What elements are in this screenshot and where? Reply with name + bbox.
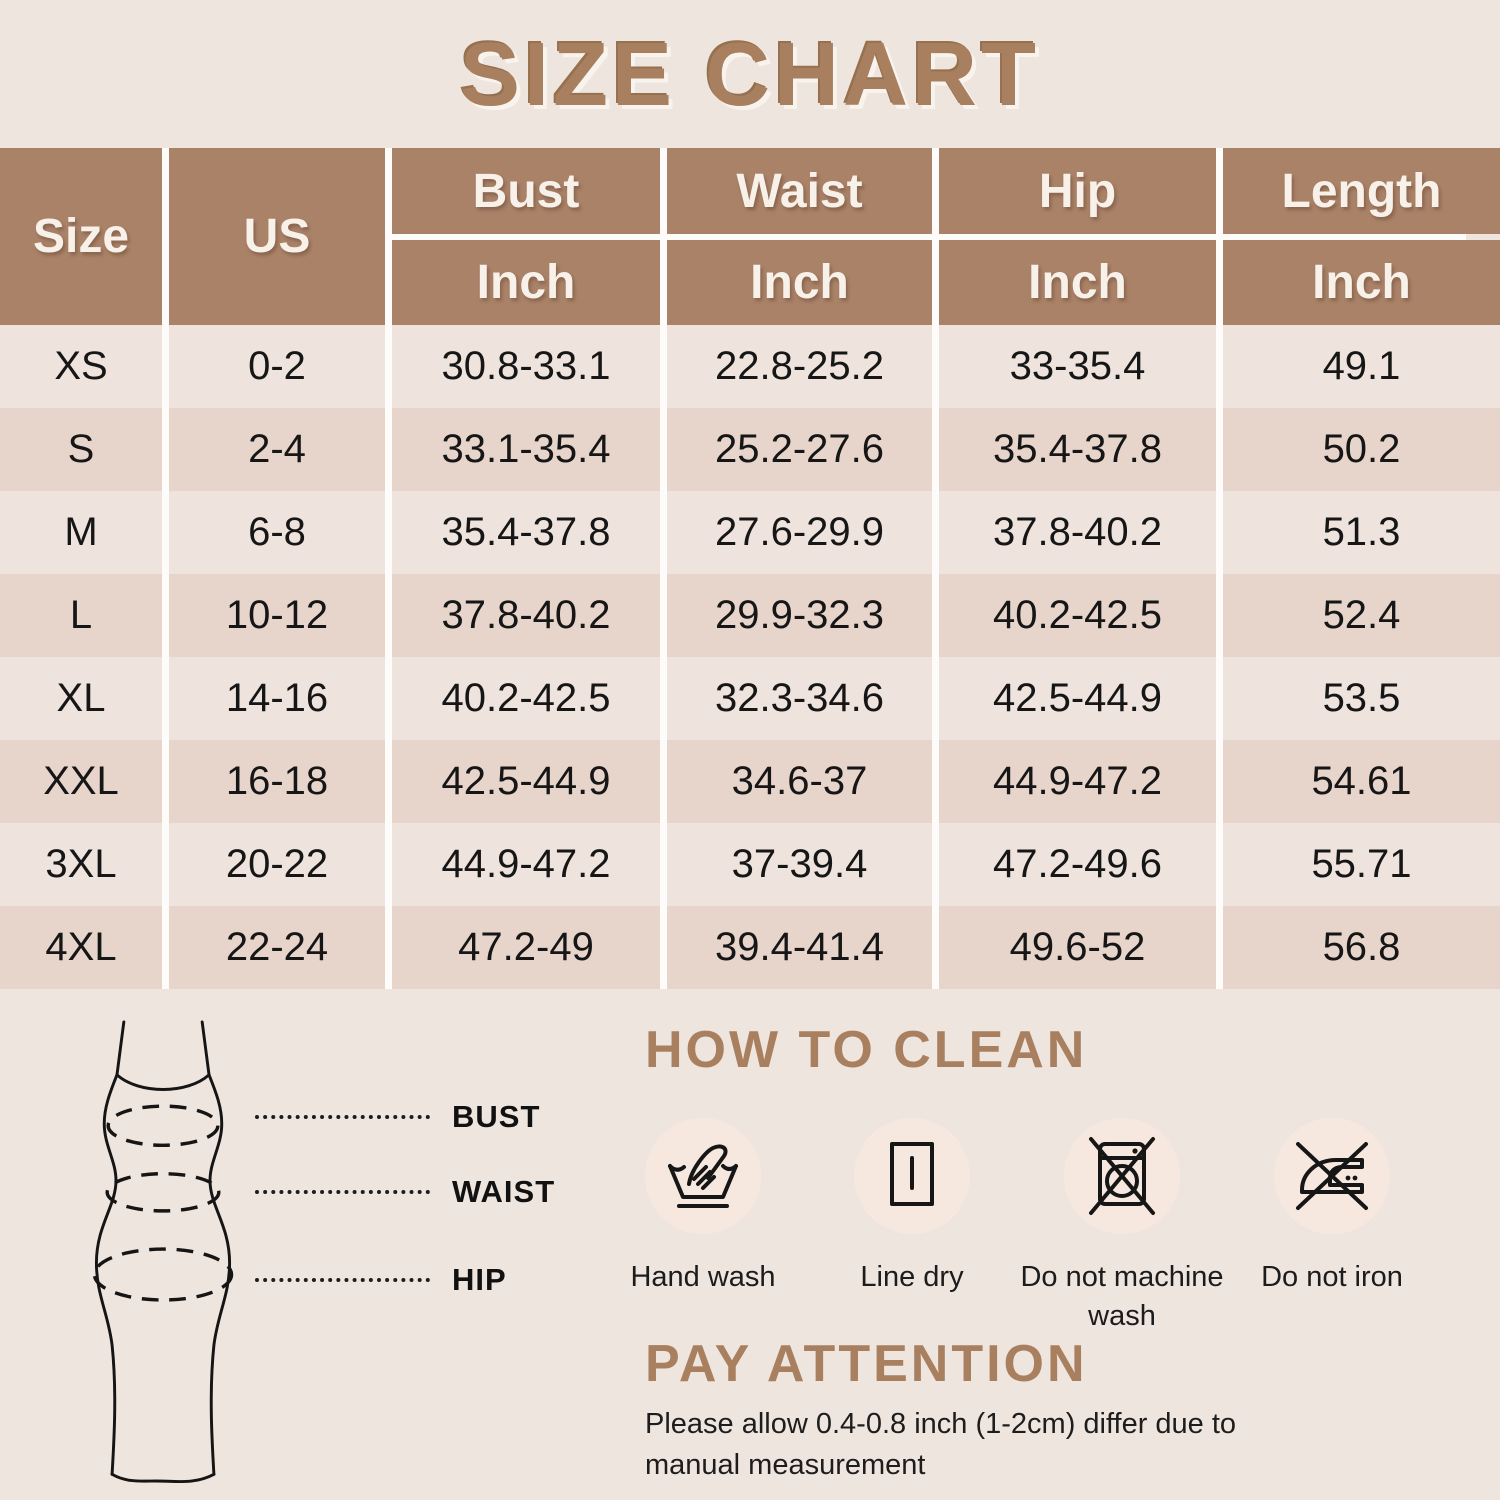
line-dry-icon (890, 1142, 934, 1206)
cell-length: 55.71 (1223, 823, 1500, 906)
cell-bust: 35.4-37.8 (392, 491, 660, 574)
icon-circle (1274, 1118, 1390, 1234)
care-item-do-not-machine-wash: Do not machine wash (1017, 1118, 1227, 1336)
cell-size: XS (0, 325, 162, 408)
header-us: US (169, 148, 385, 325)
care-label: Line dry (860, 1261, 964, 1293)
cell-waist: 32.3-34.6 (667, 657, 932, 740)
cell-length: 50.2 (1223, 408, 1500, 491)
pay-attention-note: Please allow 0.4-0.8 inch (1-2cm) differ… (645, 1408, 1237, 1482)
dotted-leader-line (255, 1190, 430, 1194)
pay-attention-heading: PAY ATTENTION (645, 1335, 1088, 1393)
cell-bust: 30.8-33.1 (392, 325, 660, 408)
cell-size: XL (0, 657, 162, 740)
bust-measure-callout: BUST (255, 1095, 540, 1139)
cell-size: XXL (0, 740, 162, 823)
cell-size: L (0, 574, 162, 657)
header-waist-unit: Inch (667, 240, 932, 325)
header-waist: Waist (667, 148, 932, 234)
hand-wash-icon (668, 1144, 738, 1208)
cell-waist: 39.4-41.4 (667, 906, 932, 989)
cell-hip: 33-35.4 (939, 325, 1216, 408)
cell-waist: 27.6-29.9 (667, 491, 932, 574)
cell-size: S (0, 408, 162, 491)
cell-waist: 37-39.4 (667, 823, 932, 906)
cell-hip: 49.6-52 (939, 906, 1216, 989)
cell-size: 3XL (0, 823, 162, 906)
cell-hip: 42.5-44.9 (939, 657, 1216, 740)
cell-length: 53.5 (1223, 657, 1500, 740)
cell-length: 49.1 (1223, 325, 1500, 408)
cell-bust: 47.2-49 (392, 906, 660, 989)
cell-length: 56.8 (1223, 906, 1500, 989)
dotted-leader-line (255, 1115, 430, 1119)
dress-outline-illustration (92, 1020, 234, 1484)
cell-size: 4XL (0, 906, 162, 989)
care-label: Do not iron (1261, 1261, 1403, 1293)
icon-circle (1064, 1118, 1180, 1234)
cell-waist: 22.8-25.2 (667, 325, 932, 408)
cell-hip: 47.2-49.6 (939, 823, 1216, 906)
cell-bust: 33.1-35.4 (392, 408, 660, 491)
header-size: Size (0, 148, 162, 325)
page-title: SIZE CHART (460, 25, 1040, 125)
care-item-do-not-iron: Do not iron (1227, 1118, 1437, 1297)
cell-bust: 44.9-47.2 (392, 823, 660, 906)
waist-measure-callout: WAIST (255, 1170, 555, 1214)
cell-hip: 35.4-37.8 (939, 408, 1216, 491)
do-not-iron-icon (1296, 1142, 1368, 1210)
cell-bust: 40.2-42.5 (392, 657, 660, 740)
waist-label: WAIST (452, 1174, 556, 1209)
header-bust-unit: Inch (392, 240, 660, 325)
care-item-hand-wash: Hand wash (598, 1118, 808, 1297)
cell-us: 20-22 (169, 823, 385, 906)
cell-length: 51.3 (1223, 491, 1500, 574)
cell-waist: 29.9-32.3 (667, 574, 932, 657)
header-bust: Bust (392, 148, 660, 234)
cell-hip: 40.2-42.5 (939, 574, 1216, 657)
cell-us: 2-4 (169, 408, 385, 491)
cell-length: 54.61 (1223, 740, 1500, 823)
cell-us: 14-16 (169, 657, 385, 740)
do-not-machine-wash-icon (1089, 1137, 1155, 1215)
cell-us: 22-24 (169, 906, 385, 989)
size-table-body: XS 0-2 30.8-33.1 22.8-25.2 33-35.4 49.1 … (0, 325, 1500, 989)
header-length-unit: Inch (1223, 240, 1500, 325)
cell-hip: 44.9-47.2 (939, 740, 1216, 823)
cell-waist: 34.6-37 (667, 740, 932, 823)
header-hip-unit: Inch (939, 240, 1216, 325)
hip-measure-callout: HIP (255, 1258, 507, 1302)
care-label: Hand wash (630, 1261, 776, 1293)
cell-size: M (0, 491, 162, 574)
header-hip: Hip (939, 148, 1216, 234)
cell-us: 6-8 (169, 491, 385, 574)
cell-us: 10-12 (169, 574, 385, 657)
bust-label: BUST (452, 1099, 541, 1134)
header-length: Length (1223, 148, 1500, 234)
cell-bust: 42.5-44.9 (392, 740, 660, 823)
cell-us: 16-18 (169, 740, 385, 823)
cell-us: 0-2 (169, 325, 385, 408)
cell-length: 52.4 (1223, 574, 1500, 657)
icon-circle (854, 1118, 970, 1234)
how-to-clean-heading: HOW TO CLEAN (645, 1021, 1088, 1079)
care-item-line-dry: Line dry (807, 1118, 1017, 1297)
hip-label: HIP (452, 1262, 507, 1297)
icon-circle (645, 1118, 761, 1234)
cell-waist: 25.2-27.6 (667, 408, 932, 491)
size-table-header: Size US Bust Waist Hip Length Inch Inch … (0, 148, 1500, 325)
dotted-leader-line (255, 1278, 430, 1282)
cell-bust: 37.8-40.2 (392, 574, 660, 657)
care-label: Do not machine wash (1020, 1261, 1224, 1333)
cell-hip: 37.8-40.2 (939, 491, 1216, 574)
